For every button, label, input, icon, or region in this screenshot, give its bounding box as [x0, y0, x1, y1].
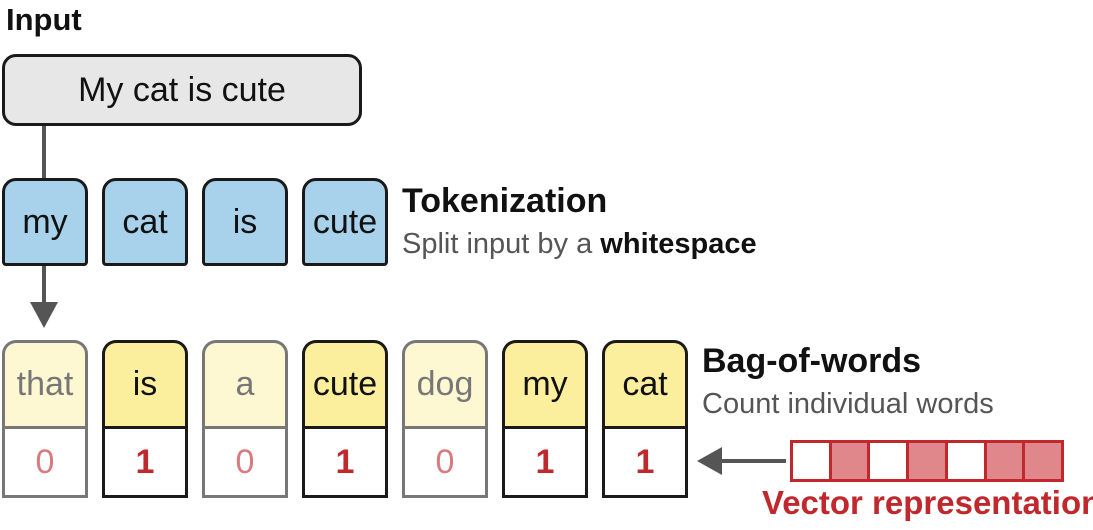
vocab-count-cell: 0	[2, 426, 88, 498]
tokenization-emphasis: whitespace	[600, 228, 757, 260]
vector-cell	[986, 443, 1026, 479]
vocab-word-cell: that	[2, 340, 88, 426]
token-box: is	[202, 178, 288, 266]
vector-cell	[947, 443, 987, 479]
vocab-count-cell: 1	[102, 426, 188, 498]
vocab-word-cell: a	[202, 340, 288, 426]
tokens-to-bow-arrowhead	[30, 302, 58, 328]
vector-cell	[909, 443, 948, 479]
bag-of-words-description: Count individual words	[702, 388, 994, 420]
vector-cell	[870, 443, 910, 479]
vocab-count-cell: 1	[602, 426, 688, 498]
tokenization-title: Tokenization	[402, 182, 608, 220]
vector-cell	[1025, 443, 1062, 479]
input-label: Input	[6, 2, 82, 37]
vocab-count-cell: 1	[502, 426, 588, 498]
vocab-word-cell: is	[102, 340, 188, 426]
vector-to-bow-arrowhead	[697, 447, 722, 475]
token-box: cat	[102, 178, 188, 266]
token-box: cute	[302, 178, 388, 266]
vocab-count-cell: 0	[402, 426, 488, 498]
vector-cell	[831, 443, 871, 479]
vector-cell	[793, 443, 832, 479]
vocab-word-cell: my	[502, 340, 588, 426]
vocab-count-cell: 1	[302, 426, 388, 498]
bag-of-words-title: Bag-of-words	[702, 342, 922, 380]
vocab-word-cell: cat	[602, 340, 688, 426]
vocab-word-cell: dog	[402, 340, 488, 426]
tokenization-description: Split input by a whitespace	[402, 228, 757, 260]
vocab-count-cell: 0	[202, 426, 288, 498]
vector-representation	[790, 440, 1064, 482]
vector-representation-label: Vector representation	[762, 484, 1093, 521]
token-box: my	[2, 178, 88, 266]
vocab-word-cell: cute	[302, 340, 388, 426]
input-sentence-box: My cat is cute	[2, 54, 362, 126]
